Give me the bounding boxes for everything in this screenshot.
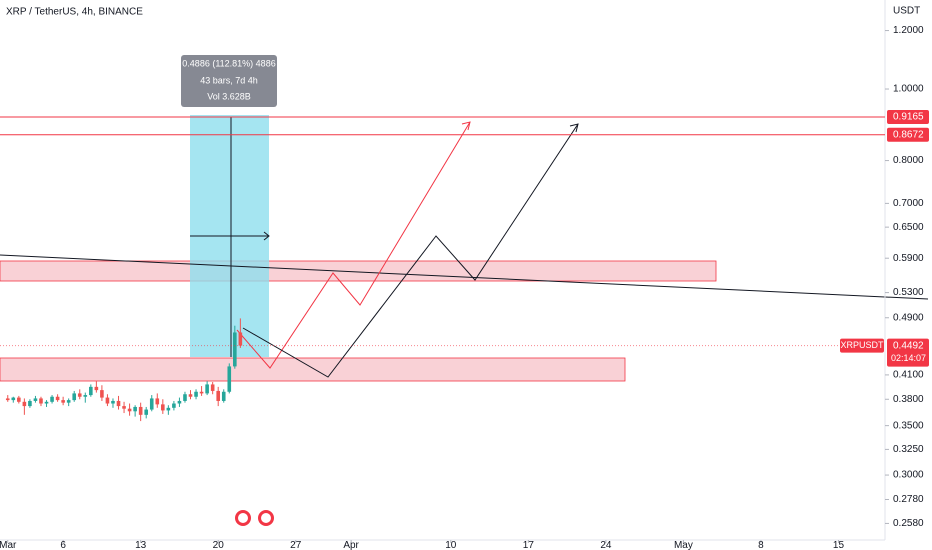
candle-body: [133, 406, 137, 412]
candle-body: [111, 400, 115, 404]
measure-arrow: [263, 231, 270, 241]
price-label: 0.9165: [893, 112, 924, 123]
candle-body: [61, 400, 65, 403]
x-tick-label: 24: [600, 540, 612, 550]
y-tick-label: 0.3250: [893, 444, 924, 455]
projection-black: [242, 123, 579, 378]
y-tick-label: 0.3000: [893, 470, 924, 481]
candle-body: [89, 386, 93, 396]
candle-body: [28, 400, 32, 407]
candle-body: [17, 397, 21, 402]
candle-body: [5, 398, 10, 401]
x-tick-label: 20: [213, 540, 225, 550]
candle-body: [199, 391, 204, 394]
candle-body: [155, 398, 160, 405]
x-tick-label: 15: [833, 540, 845, 550]
x-tick-label: Mar: [0, 540, 17, 550]
candle-body: [33, 398, 38, 401]
y-tick-label: 0.3800: [893, 394, 924, 405]
x-tick-label: 17: [523, 540, 535, 550]
candle-body: [116, 400, 121, 407]
y-axis-label: USDT: [893, 6, 920, 17]
candle-body: [172, 403, 176, 408]
event-icon-inner: [261, 513, 271, 523]
candle-body: [233, 332, 237, 367]
candle-body: [216, 390, 221, 401]
y-tick-label: 0.3500: [893, 420, 924, 431]
candle-body: [100, 390, 104, 398]
y-tick-label: 0.6500: [893, 222, 924, 233]
x-tick-label: 8: [758, 540, 764, 550]
candle-body: [177, 400, 182, 404]
projection-red-arrow: [461, 121, 471, 131]
candle-body: [39, 398, 43, 404]
measure-line: 43 bars, 7d 4h: [200, 75, 258, 85]
x-tick-label: Apr: [343, 540, 359, 550]
candle-body: [188, 394, 193, 397]
symbol-label: XRPUSDT: [840, 340, 884, 350]
y-tick-label: 0.7000: [893, 198, 924, 209]
x-tick-label: 27: [290, 540, 302, 550]
x-tick-label: 10: [445, 540, 457, 550]
candle-body: [11, 397, 16, 401]
candle-body: [50, 396, 54, 402]
last-price-label: 0.4492: [893, 340, 924, 351]
candle-body: [105, 397, 110, 404]
candle-body: [183, 394, 187, 401]
candle-body: [72, 393, 77, 401]
y-tick-label: 0.2580: [893, 518, 924, 529]
x-tick-label: 6: [60, 540, 66, 550]
projection-red: [236, 121, 471, 369]
candle-body: [122, 406, 126, 409]
price-label: 0.8672: [893, 129, 924, 140]
candle-body: [205, 384, 209, 394]
price-label-bg: [887, 109, 929, 124]
measure-line: Vol 3.628B: [207, 91, 251, 101]
y-tick-label: 0.5900: [893, 253, 924, 264]
x-tick-label: May: [674, 540, 693, 550]
price-label-bg: [887, 127, 929, 142]
candle-body: [44, 401, 49, 404]
y-tick-label: 0.5300: [893, 287, 924, 298]
trend-line: [0, 254, 929, 300]
candle-body: [221, 391, 226, 401]
y-tick-label: 1.0000: [893, 84, 924, 95]
y-tick-label: 0.4900: [893, 312, 924, 323]
event-icon-inner: [238, 513, 248, 523]
candle-body: [161, 404, 165, 411]
candle-body: [227, 366, 232, 392]
measure-line: 0.4886 (112.81%) 4886: [182, 58, 275, 68]
candle-body: [83, 395, 88, 397]
candle-body: [144, 409, 149, 415]
candle-body: [194, 391, 198, 397]
countdown-label: 02:14:07: [891, 353, 926, 363]
y-tick-label: 0.2780: [893, 494, 924, 505]
y-tick-label: 0.8000: [893, 155, 924, 166]
symbol-label-bg: [840, 338, 884, 353]
candle-body: [210, 384, 215, 391]
y-tick-label: 0.4100: [893, 370, 924, 381]
x-tick-label: 13: [135, 540, 147, 550]
support-zone: [0, 357, 626, 382]
resistance-zone: [0, 260, 717, 282]
candle-body: [66, 400, 71, 403]
candle-body: [94, 386, 99, 391]
candle-body: [138, 406, 143, 415]
candle-body: [127, 408, 132, 412]
chart-title: XRP / TetherUS, 4h, BINANCE: [6, 7, 143, 18]
candle-body: [22, 401, 27, 407]
measure-tooltip: [181, 55, 277, 107]
candle-body: [166, 407, 171, 411]
candle-body: [238, 332, 243, 346]
candle-body: [55, 396, 60, 401]
y-tick-label: 1.2000: [893, 25, 924, 36]
candle-body: [149, 398, 154, 410]
last-price-bg: [887, 338, 929, 367]
projection-black-arrow: [569, 123, 579, 133]
candle-body: [77, 393, 82, 397]
